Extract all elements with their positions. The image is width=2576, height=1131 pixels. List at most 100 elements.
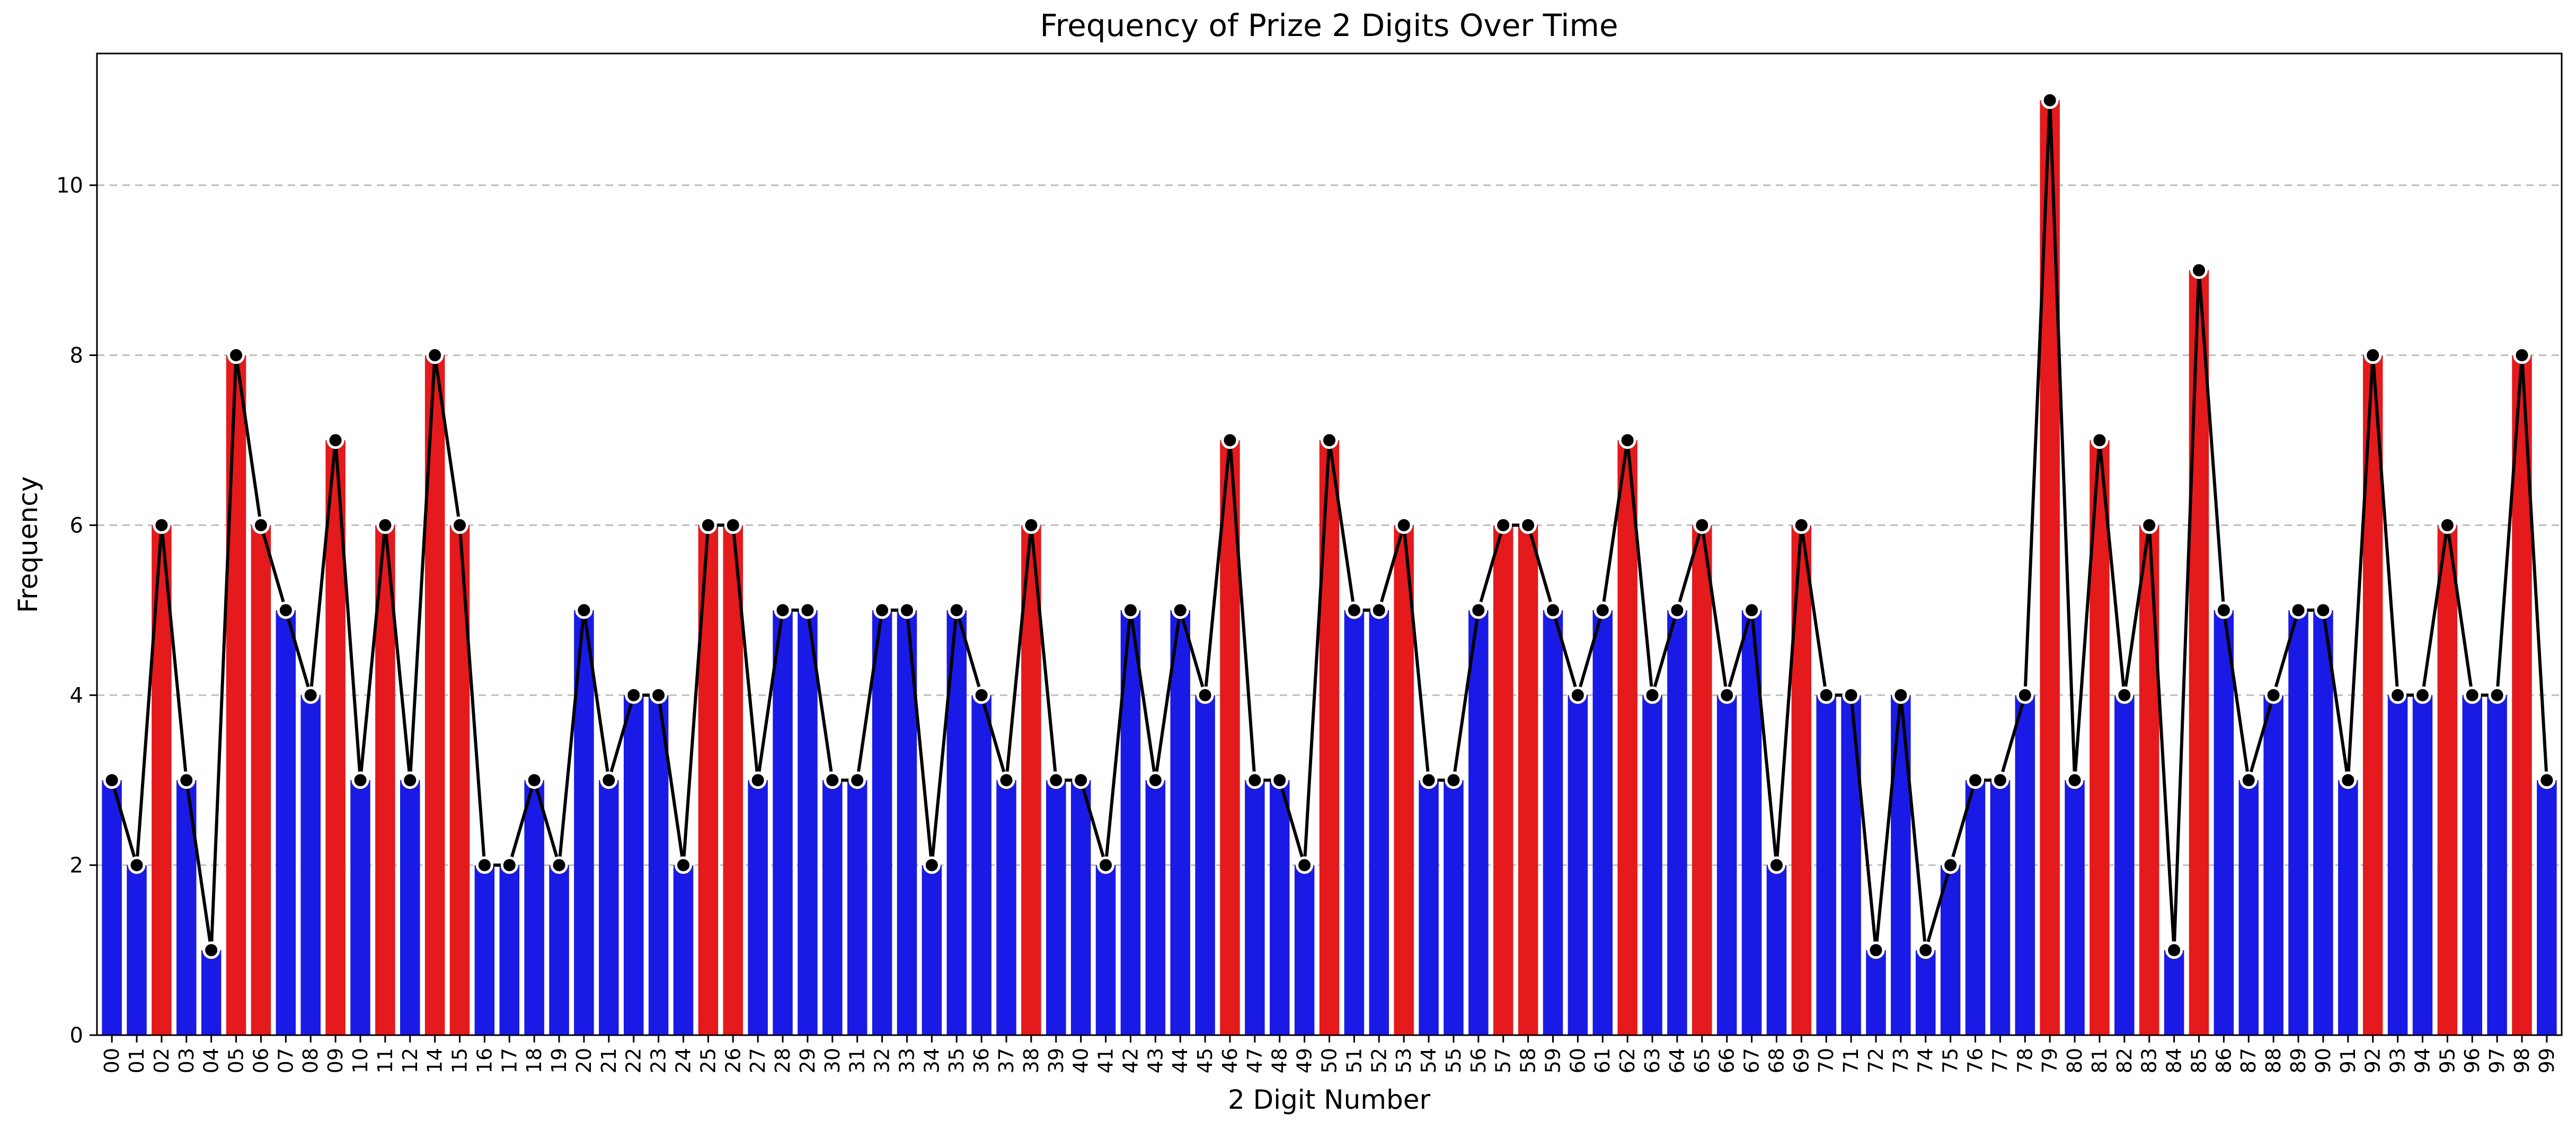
bar-64 [1667, 610, 1687, 1035]
x-tick-label: 25 [696, 1048, 720, 1073]
y-tick-label: 4 [70, 683, 83, 708]
y-tick-label: 0 [70, 1023, 83, 1048]
point-39 [1047, 771, 1065, 789]
x-tick-label: 35 [945, 1048, 968, 1073]
x-tick-label: 16 [473, 1048, 496, 1073]
x-tick-label: 49 [1293, 1048, 1316, 1073]
point-83 [2140, 516, 2158, 534]
x-tick-label: 92 [2361, 1048, 2385, 1073]
bar-62 [1617, 440, 1637, 1035]
trend-points [103, 91, 2556, 959]
bars [102, 100, 2557, 1036]
bar-40 [1070, 780, 1091, 1035]
bar-73 [1891, 695, 1911, 1035]
bar-72 [1866, 950, 1886, 1035]
x-tick-label: 17 [498, 1048, 521, 1073]
x-tick-label: 74 [1914, 1048, 1937, 1073]
point-44 [1171, 601, 1189, 619]
x-tick-label: 27 [746, 1048, 769, 1073]
x-tick-label: 07 [274, 1048, 297, 1073]
x-tick-label: 36 [970, 1048, 993, 1073]
y-tick-label: 10 [56, 174, 83, 198]
x-tick-label: 95 [2436, 1048, 2459, 1073]
point-09 [326, 431, 344, 449]
point-08 [302, 686, 320, 704]
x-tick-label: 19 [547, 1048, 571, 1073]
x-tick-label: 34 [920, 1048, 943, 1073]
point-51 [1345, 601, 1363, 619]
bar-48 [1269, 780, 1290, 1035]
x-tick-label: 46 [1218, 1048, 1242, 1073]
bar-55 [1444, 780, 1464, 1035]
point-30 [824, 771, 842, 789]
x-axis-label: 2 Digit Number [1228, 1084, 1431, 1115]
bar-51 [1344, 610, 1365, 1035]
point-17 [500, 856, 518, 874]
x-tick-label: 53 [1392, 1048, 1415, 1073]
x-tick-label: 59 [1541, 1048, 1564, 1073]
bar-87 [2238, 780, 2259, 1035]
bar-27 [748, 780, 768, 1035]
point-91 [2339, 771, 2357, 789]
point-63 [1643, 686, 1661, 704]
x-tick-label: 78 [2013, 1048, 2037, 1073]
point-24 [674, 856, 692, 874]
bar-38 [1021, 525, 1041, 1035]
x-tick-label: 77 [1988, 1048, 2012, 1073]
point-58 [1519, 516, 1537, 534]
point-25 [699, 516, 717, 534]
x-tick-label: 54 [1417, 1048, 1440, 1073]
bar-39 [1046, 780, 1066, 1035]
x-tick-label: 96 [2460, 1048, 2484, 1073]
x-tick-label: 68 [1765, 1048, 1788, 1073]
bar-83 [2139, 525, 2159, 1035]
bar-08 [300, 695, 321, 1035]
point-42 [1121, 601, 1139, 619]
point-31 [848, 771, 866, 789]
point-48 [1271, 771, 1289, 789]
bar-30 [822, 780, 843, 1035]
x-tick-label: 01 [125, 1048, 148, 1073]
x-tick-label: 32 [871, 1048, 894, 1073]
point-81 [2091, 431, 2109, 449]
x-tick-label: 86 [2212, 1048, 2235, 1073]
point-34 [923, 856, 941, 874]
bar-93 [2387, 695, 2408, 1035]
bar-75 [1940, 865, 1961, 1035]
point-95 [2438, 516, 2456, 534]
point-33 [898, 601, 916, 619]
point-66 [1718, 686, 1736, 704]
x-tick-label: 44 [1169, 1048, 1192, 1073]
x-tick-label: 94 [2411, 1048, 2434, 1073]
x-tick-label: 03 [175, 1048, 198, 1073]
bar-32 [872, 610, 892, 1035]
point-70 [1817, 686, 1835, 704]
point-65 [1693, 516, 1711, 534]
x-tick-label: 62 [1616, 1048, 1639, 1073]
point-50 [1321, 431, 1338, 449]
bar-56 [1468, 610, 1489, 1035]
x-tick-label: 65 [1690, 1048, 1714, 1073]
point-23 [650, 686, 668, 704]
x-tick-label: 20 [572, 1048, 596, 1073]
bar-06 [251, 525, 271, 1035]
point-96 [2463, 686, 2481, 704]
x-tick-label: 76 [1964, 1048, 1987, 1073]
bar-10 [350, 780, 370, 1035]
point-98 [2513, 346, 2531, 364]
x-tick-label: 48 [1268, 1048, 1291, 1073]
x-tick-label: 10 [349, 1048, 372, 1073]
point-19 [550, 856, 568, 874]
chart-title: Frequency of Prize 2 Digits Over Time [1040, 7, 1618, 43]
point-28 [774, 601, 792, 619]
x-tick-label: 69 [1790, 1048, 1813, 1073]
point-59 [1544, 601, 1562, 619]
bar-18 [524, 780, 544, 1035]
x-tick-label: 80 [2063, 1048, 2086, 1073]
bar-05 [226, 355, 246, 1035]
x-tick-label: 15 [448, 1048, 472, 1073]
x-tick-label: 39 [1044, 1048, 1068, 1073]
x-tick-label: 85 [2187, 1048, 2210, 1073]
bar-68 [1766, 865, 1787, 1035]
point-46 [1221, 431, 1239, 449]
